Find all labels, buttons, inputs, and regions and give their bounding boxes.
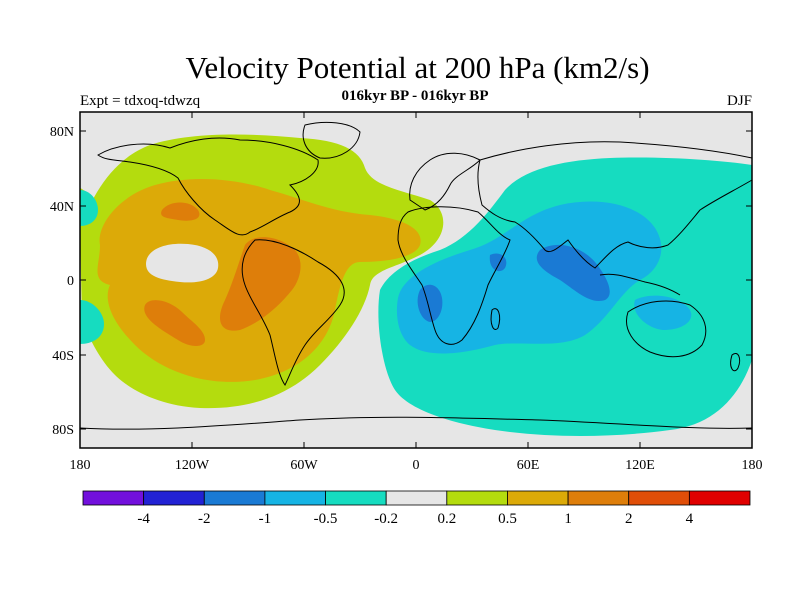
- colorbar-label: -1: [259, 511, 272, 527]
- chart-subtitle: 016kyr BP - 016kyr BP: [341, 88, 489, 104]
- y-tick-label: 40S: [52, 349, 74, 364]
- coastline-south-america: [241, 239, 345, 386]
- colorbar-label: -0.2: [374, 511, 398, 527]
- field-layer: [80, 112, 752, 448]
- negative-field-0-5-southpacific: [634, 295, 692, 330]
- negative-field-0-2-westedge-south: [80, 300, 104, 344]
- colorbar-swatch: [507, 490, 569, 506]
- coastline-maritime-continent: [599, 273, 681, 296]
- negative-field-0-2-westedge: [80, 190, 98, 226]
- positive-field-1-southpacific: [144, 300, 205, 346]
- x-tick-label: 0: [413, 458, 420, 473]
- x-tick-label: 60E: [517, 458, 540, 473]
- colorbar-label: -0.5: [314, 511, 338, 527]
- colorbar-label: 2: [625, 511, 633, 527]
- positive-field-1-amazon: [220, 237, 301, 331]
- chart-title: Velocity Potential at 200 hPa (km2/s): [185, 50, 650, 85]
- negative-field-1-indian: [536, 244, 610, 301]
- neutral-field-pacific-inner: [146, 243, 219, 283]
- colorbar-swatch: [143, 490, 205, 506]
- latitude-ticks: [80, 130, 752, 430]
- latitude-labels: 80N 40N 0 40S 80S: [50, 125, 74, 438]
- colorbar-label: 1: [564, 511, 572, 527]
- colorbar-labels: -4 -2 -1 -0.5 -0.2 0.2 0.5 1 2 4: [137, 511, 693, 527]
- coastline-north-america: [97, 137, 319, 236]
- y-tick-label: 80S: [52, 423, 74, 438]
- coastlines: [79, 121, 753, 430]
- colorbar-label: -4: [137, 511, 150, 527]
- coastline-greenland: [302, 121, 361, 159]
- coastline-australia: [626, 300, 707, 358]
- longitude-ticks: [79, 112, 753, 448]
- x-tick-label: 120E: [625, 458, 655, 473]
- x-tick-label: 60W: [290, 458, 318, 473]
- colorbar-swatch: [385, 490, 448, 506]
- coastline-africa: [397, 206, 511, 345]
- colorbar: [82, 490, 751, 506]
- colorbar-swatch: [446, 490, 508, 506]
- colorbar-swatch: [82, 490, 145, 506]
- y-tick-label: 80N: [50, 125, 74, 140]
- negative-field-1-africa: [417, 284, 443, 322]
- positive-field-1-subtropics: [161, 202, 200, 221]
- colorbar-swatch: [264, 490, 326, 506]
- coastline-madagascar: [490, 308, 501, 330]
- colorbar-label: 0.5: [498, 511, 517, 527]
- negative-field-0-5: [396, 201, 662, 354]
- season-label: DJF: [726, 93, 752, 109]
- colorbar-label: 0.2: [437, 511, 456, 527]
- colorbar-swatch: [688, 490, 751, 506]
- longitude-labels: 180 120W 60W 0 60E 120E 180: [70, 458, 763, 473]
- colorbar-swatch: [628, 490, 690, 506]
- coastline-antarctica: [79, 416, 753, 430]
- y-tick-label: 40N: [50, 200, 74, 215]
- colorbar-label: 4: [686, 511, 694, 527]
- colorbar-swatch: [567, 490, 630, 506]
- colorbar-swatch: [203, 490, 266, 506]
- coastline-asia: [477, 141, 753, 269]
- y-tick-label: 0: [67, 274, 74, 289]
- experiment-label: Expt = tdxoq-tdwzq: [80, 93, 201, 109]
- coastline-new-zealand: [730, 353, 741, 372]
- x-tick-label: 180: [70, 458, 91, 473]
- x-tick-label: 120W: [175, 458, 210, 473]
- colorbar-swatch: [325, 490, 387, 506]
- x-tick-label: 180: [742, 458, 763, 473]
- colorbar-label: -2: [198, 511, 211, 527]
